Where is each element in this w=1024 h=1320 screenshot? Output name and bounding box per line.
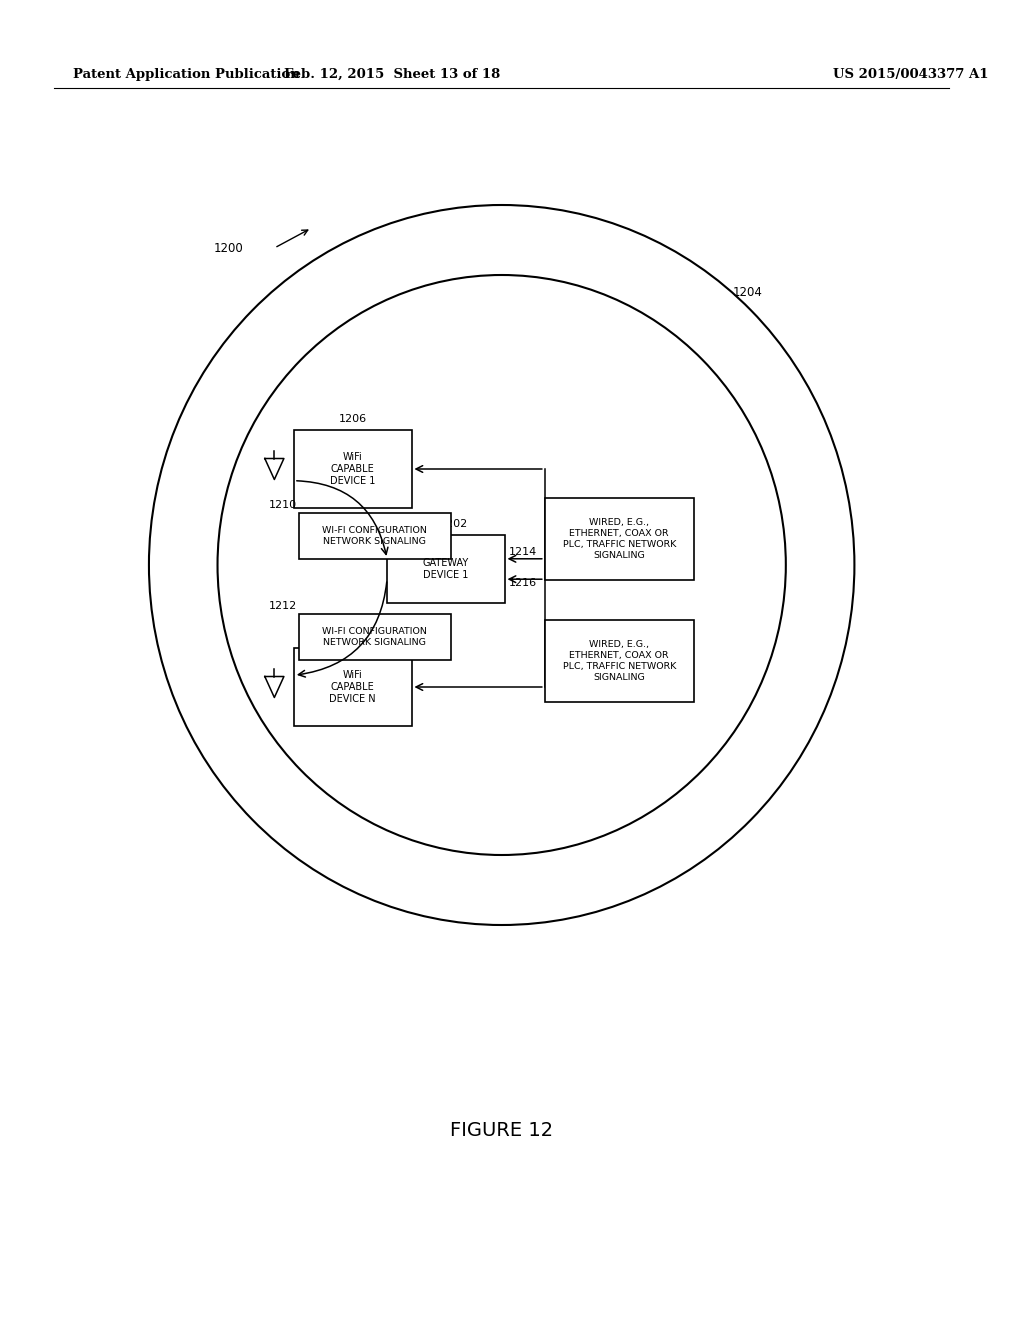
Text: 1210: 1210 <box>268 500 297 510</box>
Text: WI-FI CONFIGURATION
NETWORK SIGNALING: WI-FI CONFIGURATION NETWORK SIGNALING <box>323 525 427 546</box>
Text: 1202: 1202 <box>439 519 468 529</box>
Text: 1216: 1216 <box>509 578 537 587</box>
Text: WIRED, E.G.,
ETHERNET, COAX OR
PLC, TRAFFIC NETWORK
SIGNALING: WIRED, E.G., ETHERNET, COAX OR PLC, TRAF… <box>562 517 676 560</box>
Bar <box>299 513 451 558</box>
Text: 1200: 1200 <box>214 242 244 255</box>
Text: FIGURE 12: FIGURE 12 <box>451 1121 553 1139</box>
Text: 1212: 1212 <box>268 601 297 611</box>
Bar <box>387 535 505 603</box>
Text: GATEWAY
DEVICE 1: GATEWAY DEVICE 1 <box>423 558 469 581</box>
Text: WiFi
CAPABLE
DEVICE 1: WiFi CAPABLE DEVICE 1 <box>330 451 376 486</box>
Text: Patent Application Publication: Patent Application Publication <box>74 69 300 81</box>
Text: 1208: 1208 <box>339 632 367 642</box>
Text: 1206: 1206 <box>339 414 367 424</box>
Text: US 2015/0043377 A1: US 2015/0043377 A1 <box>833 69 988 81</box>
Text: WIRED, E.G.,
ETHERNET, COAX OR
PLC, TRAFFIC NETWORK
SIGNALING: WIRED, E.G., ETHERNET, COAX OR PLC, TRAF… <box>562 640 676 682</box>
Bar <box>545 498 693 579</box>
Bar <box>294 430 412 508</box>
Text: WI-FI CONFIGURATION
NETWORK SIGNALING: WI-FI CONFIGURATION NETWORK SIGNALING <box>323 627 427 647</box>
Bar <box>545 620 693 702</box>
Bar <box>294 648 412 726</box>
Text: Feb. 12, 2015  Sheet 13 of 18: Feb. 12, 2015 Sheet 13 of 18 <box>284 69 500 81</box>
Bar <box>299 614 451 660</box>
Text: WiFi
CAPABLE
DEVICE N: WiFi CAPABLE DEVICE N <box>330 669 376 705</box>
Text: 1214: 1214 <box>509 546 537 557</box>
Text: 1204: 1204 <box>733 285 763 298</box>
